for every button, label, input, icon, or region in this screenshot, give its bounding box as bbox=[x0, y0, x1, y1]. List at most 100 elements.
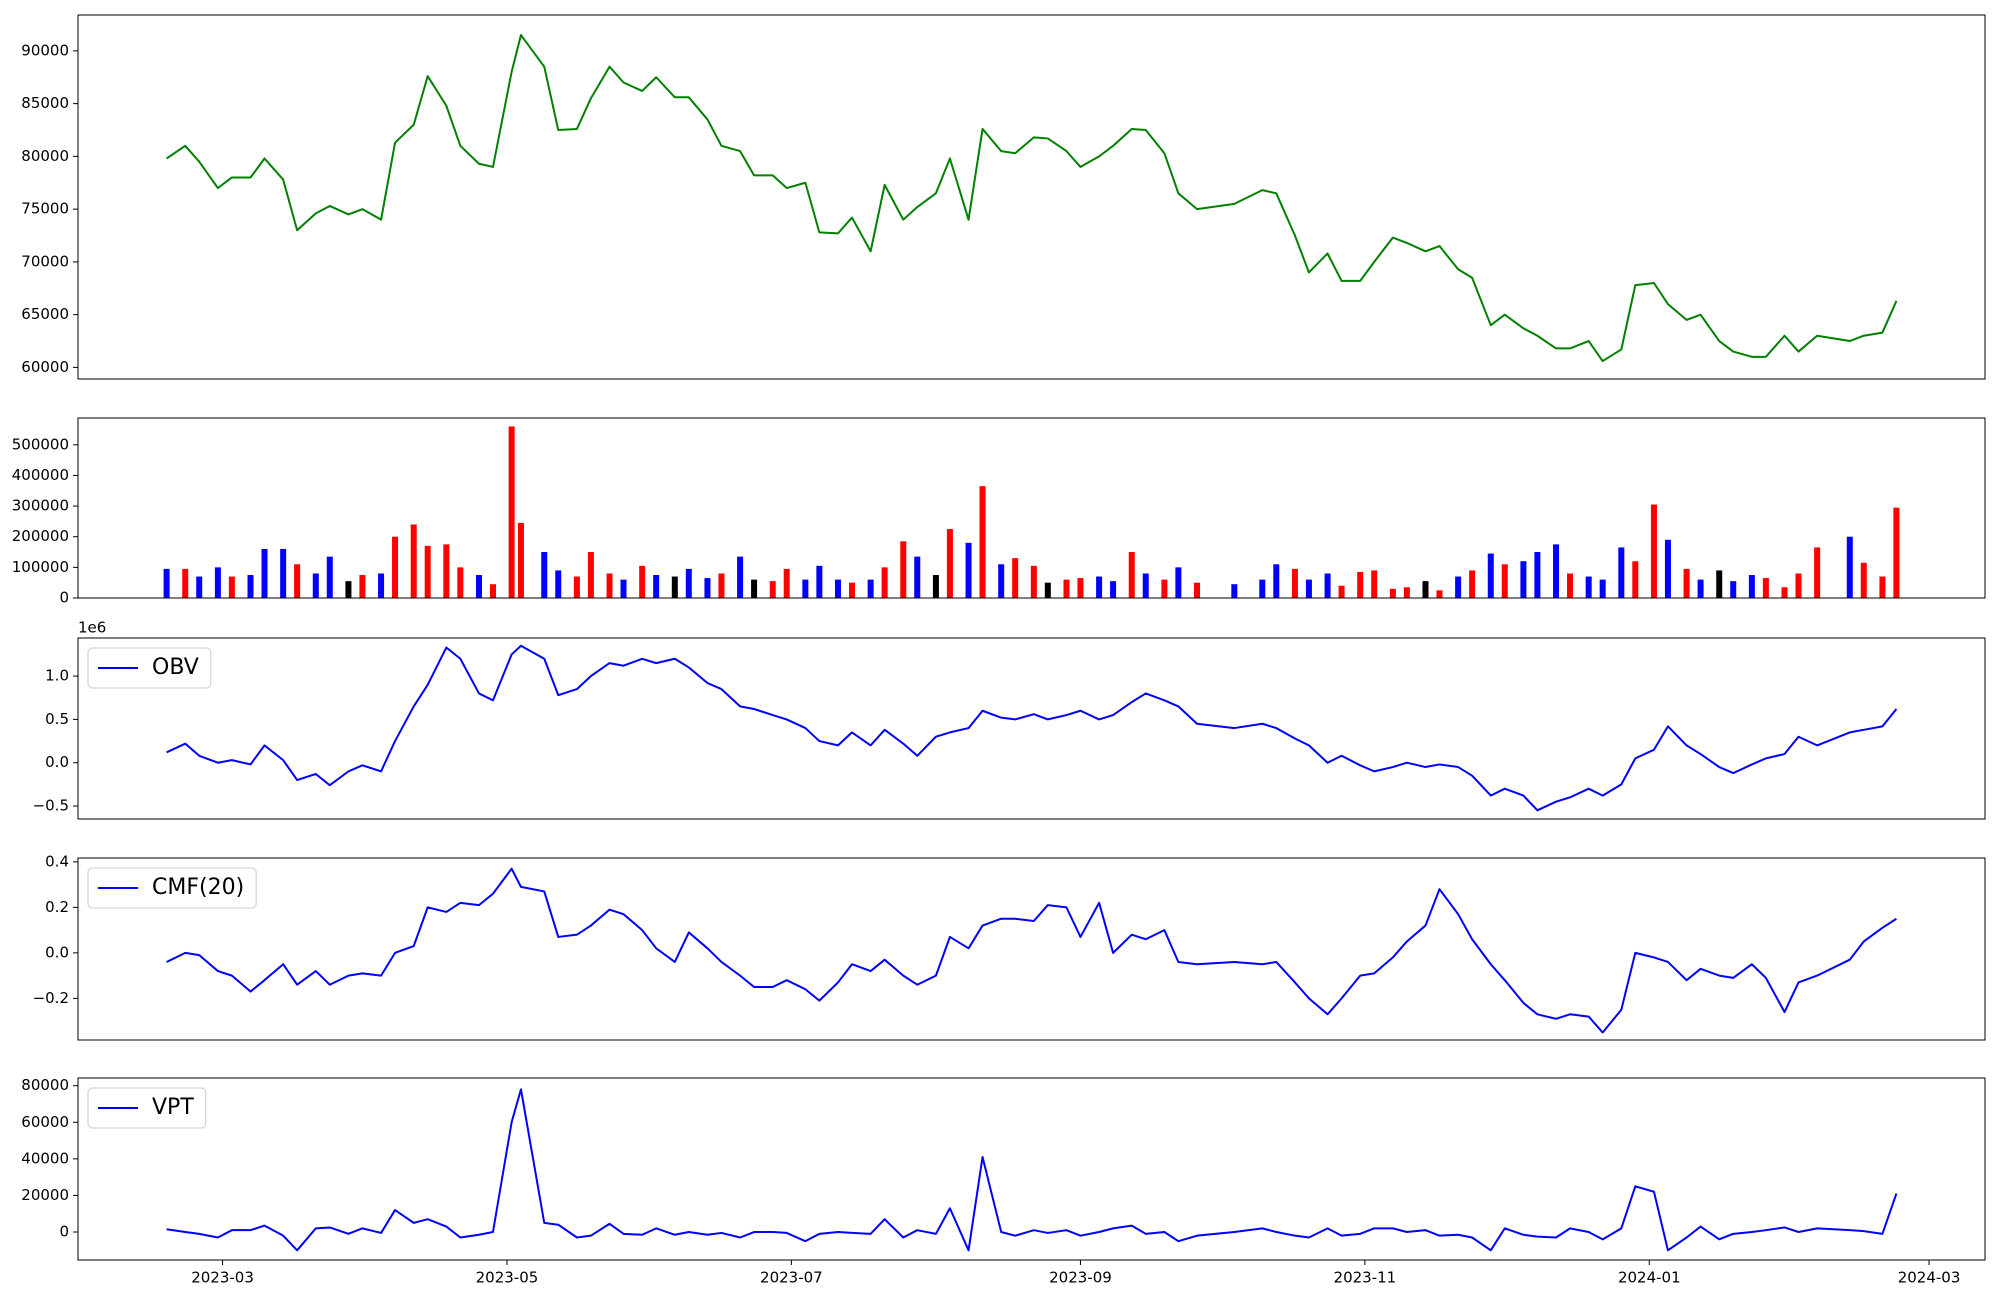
y-tick-label: 75000 bbox=[21, 200, 69, 218]
volume-bar bbox=[1664, 539, 1671, 598]
volume-bar bbox=[1567, 573, 1574, 598]
volume-bar bbox=[1422, 581, 1429, 598]
volume-bar bbox=[998, 564, 1005, 598]
volume-bar bbox=[1175, 567, 1182, 598]
volume-bar bbox=[1501, 564, 1508, 598]
volume-bar bbox=[1781, 587, 1788, 598]
volume-bar bbox=[541, 552, 548, 598]
y-tick-label: 80000 bbox=[21, 147, 69, 165]
legend-label: OBV bbox=[152, 655, 199, 680]
x-tick-label: 2023-03 bbox=[191, 1269, 254, 1287]
volume-bar bbox=[1455, 576, 1462, 598]
volume-bar bbox=[1357, 571, 1364, 598]
volume-bar bbox=[1487, 553, 1494, 598]
x-tick-label: 2023-11 bbox=[1334, 1269, 1397, 1287]
volume-bar bbox=[1096, 576, 1103, 598]
volume-bar bbox=[359, 575, 366, 598]
volume-bar bbox=[1697, 579, 1704, 598]
y-tick-label: 40000 bbox=[21, 1149, 69, 1167]
volume-bar bbox=[1044, 582, 1051, 598]
volume-bar bbox=[1291, 568, 1298, 598]
volume-bar bbox=[1814, 547, 1821, 598]
axes-frame bbox=[77, 417, 1986, 599]
axis-offset-label: 1e6 bbox=[78, 619, 106, 637]
volume-bar bbox=[881, 567, 888, 598]
volume-bar bbox=[280, 548, 287, 598]
axes-frame bbox=[77, 14, 1986, 380]
volume-bar bbox=[1534, 552, 1541, 598]
volume-bar bbox=[848, 582, 855, 598]
y-tick-label: 1.0 bbox=[45, 667, 69, 685]
volume-bar bbox=[1716, 570, 1723, 598]
volume-bar bbox=[1893, 507, 1900, 598]
volume-bar bbox=[196, 576, 203, 598]
volume-bar bbox=[685, 568, 692, 598]
volume-bar bbox=[1403, 587, 1410, 598]
volume-bar bbox=[424, 545, 431, 598]
volume-bar bbox=[1748, 575, 1755, 598]
volume-bar bbox=[1324, 573, 1331, 598]
volume-bar bbox=[704, 578, 711, 598]
y-tick-label: 200000 bbox=[12, 527, 69, 545]
volume-bar bbox=[802, 579, 809, 598]
volume-bar bbox=[900, 541, 907, 598]
y-tick-label: 85000 bbox=[21, 94, 69, 112]
y-tick-label: 0 bbox=[59, 589, 69, 607]
x-tick-label: 2023-09 bbox=[1049, 1269, 1112, 1287]
volume-bar bbox=[573, 576, 580, 598]
y-tick-label: 0.2 bbox=[45, 898, 69, 916]
y-tick-label: 60000 bbox=[21, 358, 69, 376]
volume-bar bbox=[1632, 561, 1639, 598]
x-tick-label: 2024-03 bbox=[1898, 1269, 1961, 1287]
volume-bar bbox=[1683, 568, 1690, 598]
volume-bar bbox=[718, 573, 725, 598]
volume-bar bbox=[457, 567, 464, 598]
legend-box bbox=[87, 647, 212, 689]
volume-bar bbox=[1128, 552, 1135, 598]
volume-bar bbox=[517, 522, 524, 598]
legend-box bbox=[87, 867, 257, 909]
x-tick-label: 2024-01 bbox=[1618, 1269, 1681, 1287]
volume-bar bbox=[1795, 573, 1802, 598]
volume-bar bbox=[835, 579, 842, 598]
volume-bar bbox=[1259, 579, 1266, 598]
volume-bar bbox=[1338, 585, 1345, 598]
legend-label: VPT bbox=[152, 1095, 194, 1120]
x-tick-label: 2023-05 bbox=[476, 1269, 539, 1287]
volume-bar bbox=[555, 570, 562, 598]
volume-bar bbox=[653, 575, 660, 598]
y-tick-label: 0.4 bbox=[45, 852, 69, 870]
line-series bbox=[166, 644, 1898, 812]
y-tick-label: 0.0 bbox=[45, 753, 69, 771]
y-tick-label: 100000 bbox=[12, 558, 69, 576]
volume-bar bbox=[751, 579, 758, 598]
volume-bar bbox=[1730, 581, 1737, 598]
y-tick-label: 0 bbox=[59, 1223, 69, 1241]
line-series bbox=[166, 34, 1898, 363]
y-tick-label: 0.5 bbox=[45, 710, 69, 728]
volume-bar bbox=[261, 548, 268, 598]
volume-bar bbox=[587, 552, 594, 598]
volume-bar bbox=[1860, 562, 1867, 598]
volume-bar bbox=[606, 573, 613, 598]
volume-bar bbox=[214, 567, 221, 598]
volume-bar bbox=[783, 568, 790, 598]
volume-bar bbox=[1879, 576, 1886, 598]
volume-bar bbox=[1030, 565, 1037, 598]
y-tick-label: 0.0 bbox=[45, 943, 69, 961]
legend-box bbox=[87, 1087, 207, 1129]
volume-bar bbox=[946, 529, 953, 598]
volume-bar bbox=[326, 556, 333, 598]
volume-bar bbox=[443, 544, 450, 598]
volume-bar bbox=[475, 575, 482, 598]
volume-bar bbox=[816, 565, 823, 598]
volume-bar bbox=[1077, 578, 1084, 598]
y-tick-label: 500000 bbox=[12, 435, 69, 453]
volume-bar bbox=[489, 584, 496, 598]
volume-bar bbox=[1389, 588, 1396, 598]
y-tick-label: −0.2 bbox=[33, 989, 69, 1007]
volume-bar bbox=[671, 576, 678, 598]
volume-bar bbox=[1585, 576, 1592, 598]
volume-bar bbox=[1436, 590, 1443, 598]
volume-bar bbox=[508, 426, 515, 598]
